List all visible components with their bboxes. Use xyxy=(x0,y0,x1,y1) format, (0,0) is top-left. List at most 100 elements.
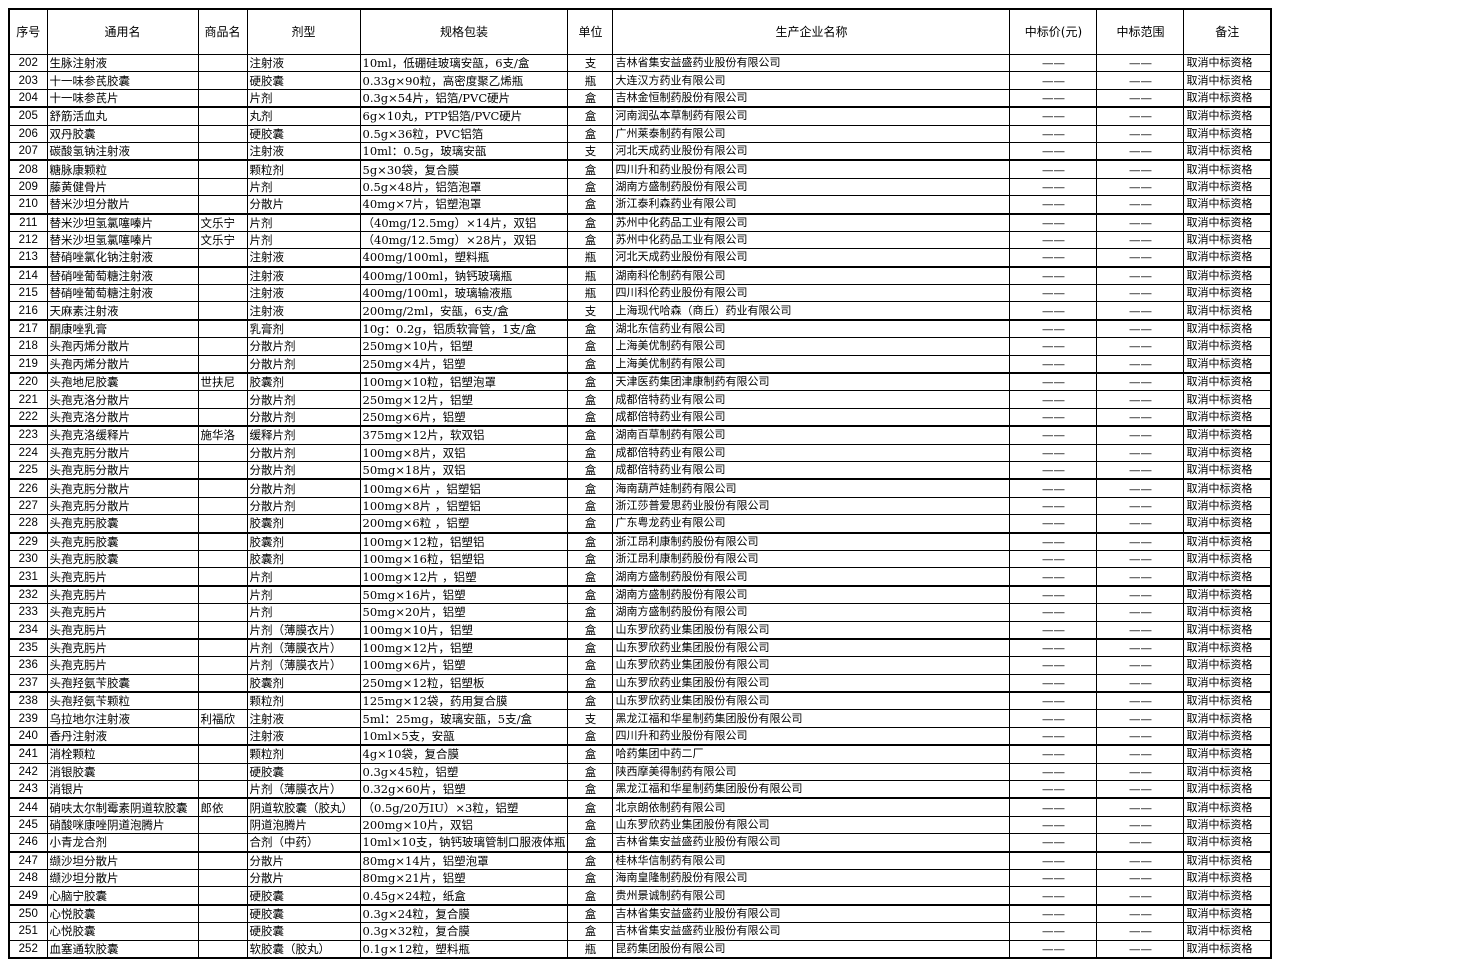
cell-no: 250 xyxy=(8,904,48,924)
cell-bid-price: —— xyxy=(1009,868,1098,888)
cell-bid-price: —— xyxy=(1009,88,1098,109)
cell-specification: 100mg×8片，双铝 xyxy=(359,443,569,462)
cell-bid-scope: —— xyxy=(1096,266,1185,286)
cell-bid-price: —— xyxy=(1009,337,1098,356)
cell-dosage-form: 分散片剂 xyxy=(246,460,361,481)
cell-manufacturer: 山东罗欣药业集团股份有限公司 xyxy=(612,620,1011,640)
cell-unit: 盒 xyxy=(567,549,614,569)
cell-manufacturer: 哈药集团中药二厂 xyxy=(612,744,1011,764)
cell-manufacturer: 山东罗欣药业集团股份有限公司 xyxy=(612,638,1011,658)
cell-bid-scope: —— xyxy=(1096,407,1185,428)
header-dosage-form: 剂型 xyxy=(246,8,361,55)
cell-dosage-form: 分散片剂 xyxy=(246,337,361,356)
cell-unit: 盒 xyxy=(567,585,614,605)
table-row: 224 头孢克肟分散片 分散片剂 100mg×8片，双铝盒成都倍特药业有限公司 —— ——… xyxy=(8,443,1272,462)
table-row: 241 消栓颗粒 颗粒剂 4g×10袋，复合膜盒哈药集团中药二厂 —— —— 取消中标资格 xyxy=(8,744,1272,764)
cell-remark: 取消中标资格 xyxy=(1183,797,1272,817)
cell-remark: 取消中标资格 xyxy=(1183,443,1272,462)
cell-remark: 取消中标资格 xyxy=(1183,478,1272,498)
cell-generic-name: 头孢羟氨苄胶囊 xyxy=(46,673,199,694)
cell-specification: 400mg/100ml，玻璃输液瓶 xyxy=(359,284,569,303)
cell-brand-name: 利福欣 xyxy=(197,709,248,728)
table-row: 250 心悦胶囊 硬胶囊 0.3g×24粒，复合膜盒吉林省集安益盛药业股份有限公司 ——… xyxy=(8,904,1272,924)
cell-manufacturer: 成都倍特药业有限公司 xyxy=(612,407,1011,428)
table-row: 243 消银片 片剂（薄膜衣片） 0.32g×60片，铝塑盒黑龙江福和华星制药集团股份… xyxy=(8,780,1272,800)
cell-bid-scope: —— xyxy=(1096,939,1185,959)
cell-unit: 盒 xyxy=(567,532,614,551)
cell-bid-price: —— xyxy=(1009,53,1098,73)
cell-specification: （40mg/12.5mg）×28片，双铝 xyxy=(359,230,569,250)
cell-unit: 盒 xyxy=(567,407,614,428)
cell-unit: 支 xyxy=(567,301,614,321)
cell-bid-price: —— xyxy=(1009,673,1098,694)
cell-bid-price: —— xyxy=(1009,585,1098,605)
cell-remark: 取消中标资格 xyxy=(1183,744,1272,764)
cell-generic-name: 头孢克洛分散片 xyxy=(46,407,199,428)
cell-dosage-form: 硬胶囊 xyxy=(246,71,361,90)
cell-dosage-form: 缓释片剂 xyxy=(246,425,361,445)
cell-no: 218 xyxy=(8,337,48,356)
cell-manufacturer: 浙江泰利森药业有限公司 xyxy=(612,195,1011,215)
cell-brand-name xyxy=(197,248,248,268)
cell-remark: 取消中标资格 xyxy=(1183,213,1272,232)
cell-remark: 取消中标资格 xyxy=(1183,922,1272,941)
cell-remark: 取消中标资格 xyxy=(1183,638,1272,658)
cell-unit: 盒 xyxy=(567,496,614,516)
cell-remark: 取消中标资格 xyxy=(1183,851,1272,870)
cell-bid-scope: —— xyxy=(1096,71,1185,90)
cell-specification: （40mg/12.5mg）×14片，双铝 xyxy=(359,213,569,232)
cell-generic-name: 酮康唑乳膏 xyxy=(46,319,199,339)
cell-brand-name xyxy=(197,390,248,409)
cell-bid-scope: —— xyxy=(1096,159,1185,179)
cell-bid-scope: —— xyxy=(1096,141,1185,162)
cell-no: 251 xyxy=(8,922,48,941)
cell-generic-name: 硝呋太尔制霉素阴道软胶囊 xyxy=(46,797,199,817)
cell-unit: 盒 xyxy=(567,603,614,622)
cell-specification: 0.3g×45粒，铝塑 xyxy=(359,762,569,782)
cell-dosage-form: 分散片剂 xyxy=(246,496,361,516)
cell-remark: 取消中标资格 xyxy=(1183,780,1272,800)
cell-remark: 取消中标资格 xyxy=(1183,904,1272,924)
header-row: 序号 通用名 商品名 剂型 规格包装 单位 生产企业名称 中标价(元) 中标范围… xyxy=(8,8,1272,55)
cell-remark: 取消中标资格 xyxy=(1183,532,1272,551)
cell-bid-price: —— xyxy=(1009,833,1098,853)
cell-brand-name xyxy=(197,549,248,569)
cell-dosage-form: 硬胶囊 xyxy=(246,922,361,941)
table-row: 228 头孢克肟胶囊 胶囊剂 200mg×6粒 ，铝塑盒广东粤龙药业有限公司 —— —— 取… xyxy=(8,514,1272,534)
cell-specification: 0.33g×90粒，高密度聚乙烯瓶 xyxy=(359,71,569,90)
cell-bid-price: —— xyxy=(1009,744,1098,764)
cell-brand-name xyxy=(197,815,248,835)
cell-bid-price: —— xyxy=(1009,780,1098,800)
cell-dosage-form: 颗粒剂 xyxy=(246,159,361,179)
table-row: 211 替米沙坦氢氯噻嗪片 文乐宁 片剂 （40mg/12.5mg）×14片，双铝盒苏州… xyxy=(8,213,1272,232)
cell-unit: 盒 xyxy=(567,868,614,888)
cell-specification: 250mg×4片，铝塑 xyxy=(359,354,569,375)
cell-bid-price: —— xyxy=(1009,904,1098,924)
table-row: 234 头孢克肟片 片剂（薄膜衣片） 100mg×10片，铝塑盒山东罗欣药业集团股份有… xyxy=(8,620,1272,640)
cell-unit: 盒 xyxy=(567,230,614,250)
bid-cancellation-table: 序号 通用名 商品名 剂型 规格包装 单位 生产企业名称 中标价(元) 中标范围… xyxy=(8,8,1272,959)
cell-remark: 取消中标资格 xyxy=(1183,585,1272,605)
cell-generic-name: 头孢克肟片 xyxy=(46,656,199,675)
cell-dosage-form: 颗粒剂 xyxy=(246,744,361,764)
cell-dosage-form: 硬胶囊 xyxy=(246,762,361,782)
table-row: 202 生脉注射液 注射液 10ml，低硼硅玻璃安瓿，6支/盒支吉林省集安益盛药业股份… xyxy=(8,53,1272,73)
cell-bid-scope: —— xyxy=(1096,656,1185,675)
cell-bid-scope: —— xyxy=(1096,230,1185,250)
cell-bid-scope: —— xyxy=(1096,691,1185,711)
cell-manufacturer: 湖南方盛制药股份有限公司 xyxy=(612,585,1011,605)
table-row: 212 替米沙坦氢氯噻嗪片 文乐宁 片剂 （40mg/12.5mg）×28片，双铝盒苏州… xyxy=(8,230,1272,250)
cell-manufacturer: 广东粤龙药业有限公司 xyxy=(612,514,1011,534)
cell-bid-scope: —— xyxy=(1096,762,1185,782)
cell-bid-price: —— xyxy=(1009,567,1098,587)
cell-manufacturer: 吉林省集安益盛药业股份有限公司 xyxy=(612,922,1011,941)
cell-generic-name: 头孢克肟片 xyxy=(46,638,199,658)
cell-unit: 盒 xyxy=(567,656,614,675)
cell-bid-price: —— xyxy=(1009,496,1098,516)
cell-no: 224 xyxy=(8,443,48,462)
cell-specification: 200mg×10片，双铝 xyxy=(359,815,569,835)
table-row: 238 头孢羟氨苄颗粒 颗粒剂 125mg×12袋，药用复合膜盒山东罗欣药业集团股份有… xyxy=(8,691,1272,711)
cell-unit: 盒 xyxy=(567,425,614,445)
cell-dosage-form: 注射液 xyxy=(246,248,361,268)
cell-brand-name xyxy=(197,443,248,462)
